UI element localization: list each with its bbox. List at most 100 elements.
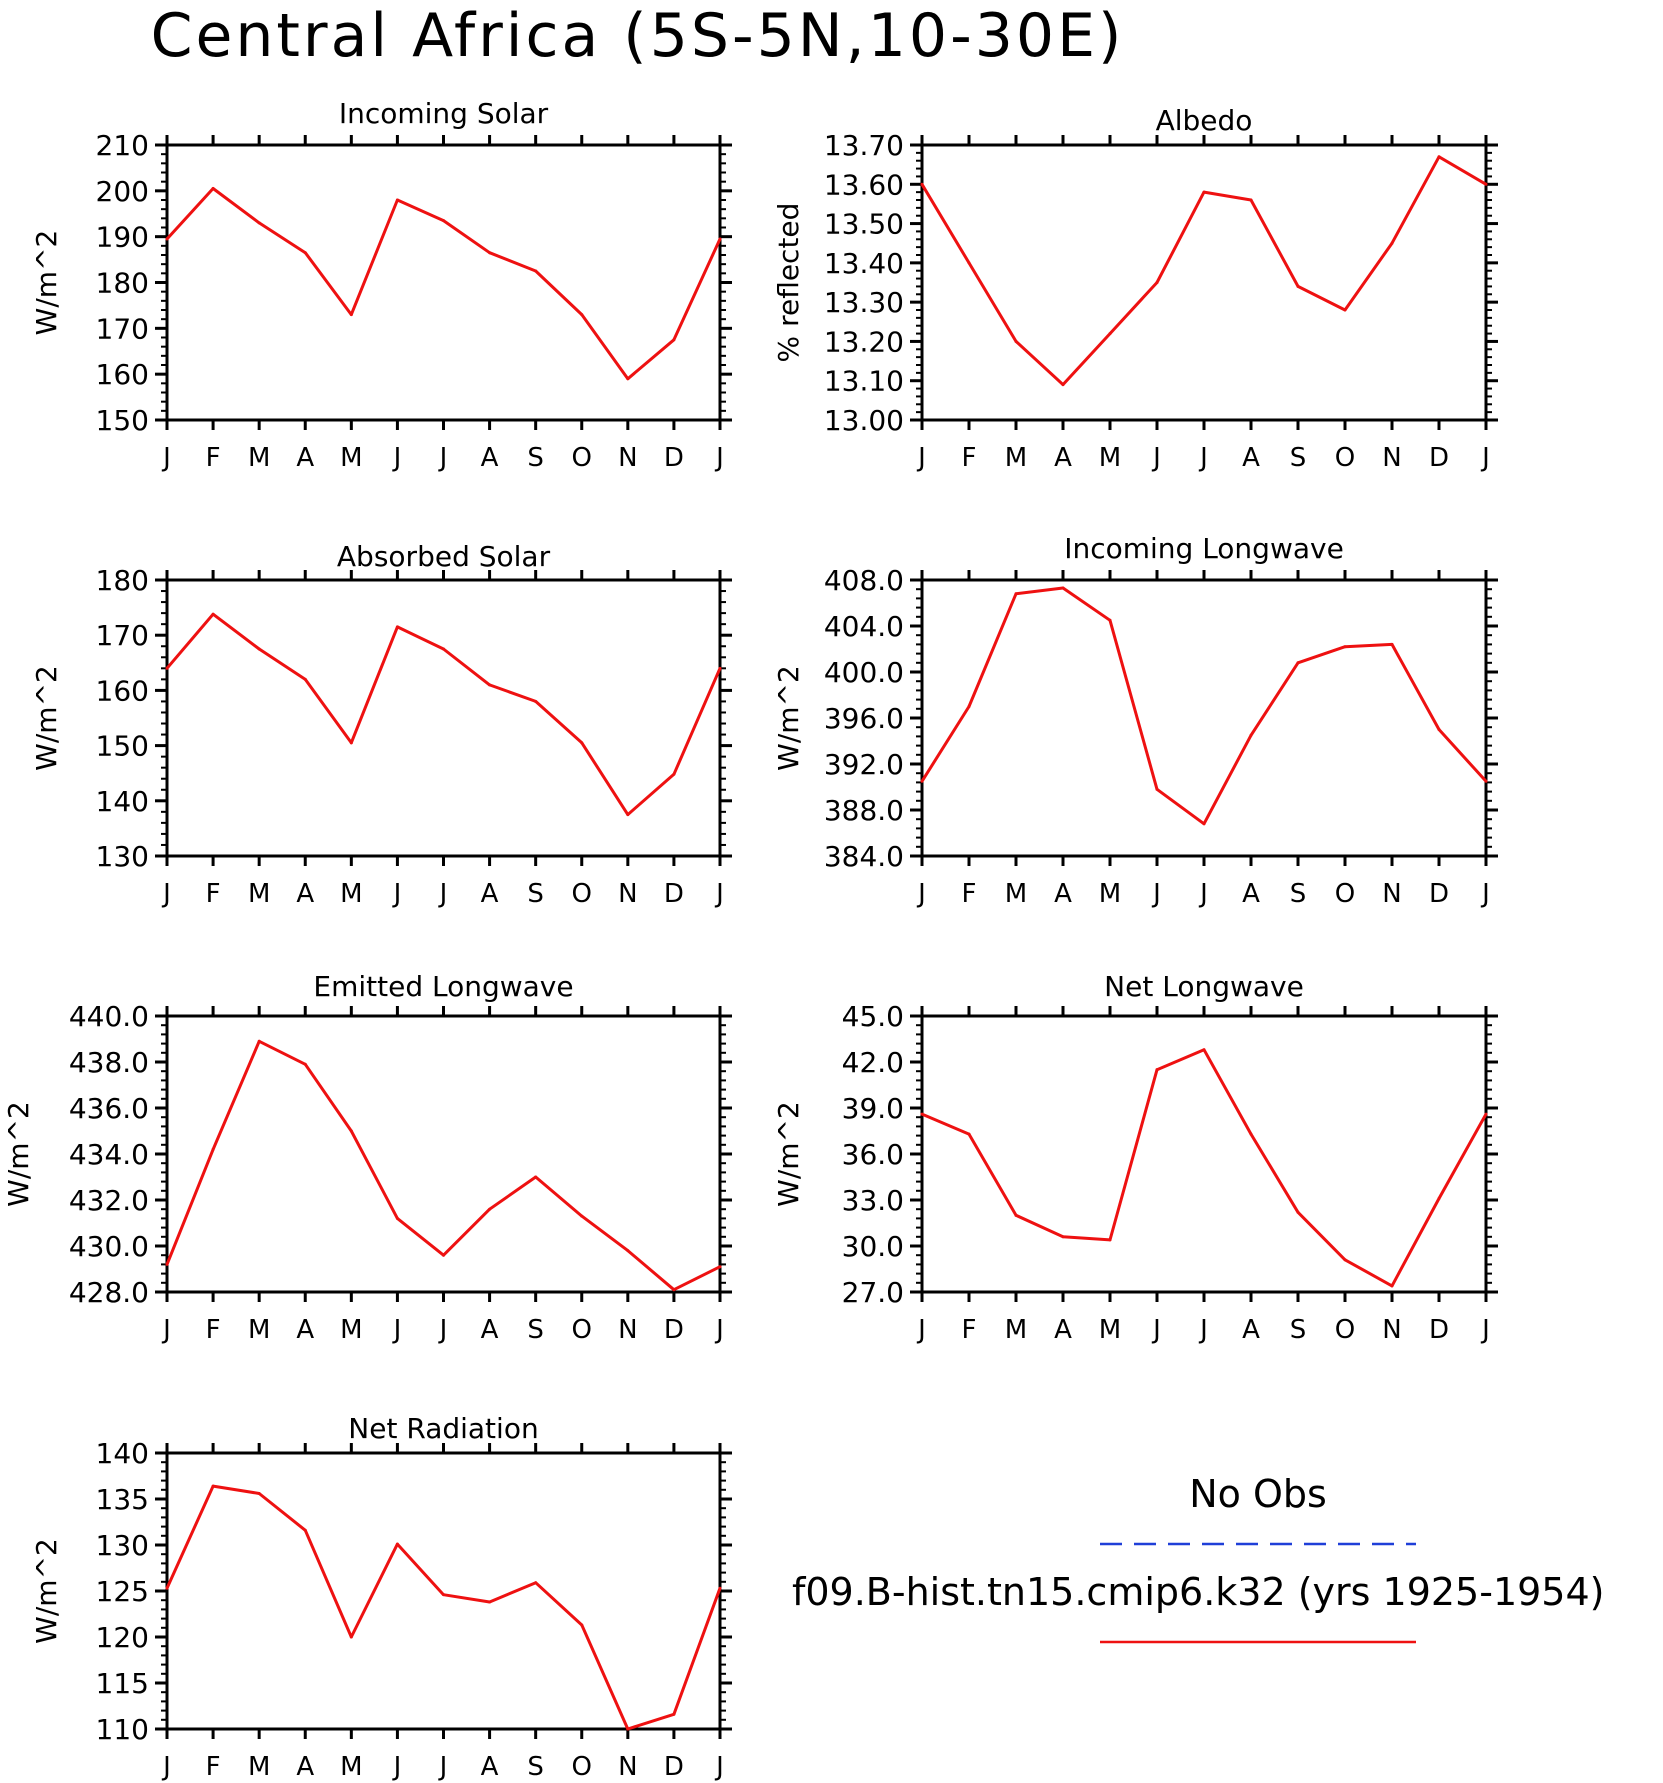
x-tick-label: A <box>481 443 499 473</box>
x-tick-label: F <box>206 1315 221 1345</box>
data-point <box>1202 190 1206 194</box>
x-tick-label: A <box>296 1752 314 1782</box>
y-axis-label: W/m^2 <box>772 665 805 771</box>
data-point <box>442 1593 445 1597</box>
data-point <box>257 1039 261 1043</box>
data-point <box>1108 332 1112 336</box>
y-tick-label: 160 <box>96 674 149 707</box>
x-tick-label: S <box>527 1315 544 1345</box>
x-tick-label: N <box>618 1752 637 1782</box>
data-point <box>442 1253 445 1257</box>
y-tick-label: 115 <box>96 1667 149 1700</box>
data-point <box>303 251 307 255</box>
data-point <box>395 198 399 202</box>
x-tick-label: J <box>1198 1315 1208 1345</box>
data-point <box>442 219 445 223</box>
y-axis-label: W/m^2 <box>30 1538 63 1644</box>
x-tick-label: J <box>392 1315 402 1345</box>
x-tick-label: D <box>664 879 684 909</box>
panel-title: Albedo <box>1156 104 1253 137</box>
x-tick-label: D <box>1429 1315 1449 1345</box>
x-tick-label: M <box>248 443 270 473</box>
x-tick-label: M <box>248 879 270 909</box>
x-tick-label: M <box>248 1315 270 1345</box>
y-tick-label: 404.0 <box>824 610 904 643</box>
data-point <box>1061 1235 1065 1239</box>
y-tick-label: 140 <box>96 1437 149 1470</box>
data-point <box>442 647 445 651</box>
panel-title: Incoming Longwave <box>1064 532 1344 565</box>
data-point <box>395 1542 399 1546</box>
data-point <box>165 237 169 241</box>
x-tick-label: J <box>392 879 402 909</box>
data-point <box>534 1175 538 1179</box>
y-tick-label: 130 <box>96 840 149 873</box>
y-tick-label: 190 <box>96 221 149 254</box>
x-tick-label: J <box>161 1752 171 1782</box>
plot-frame <box>165 578 722 858</box>
data-point <box>920 779 924 783</box>
x-tick-label: S <box>1290 879 1307 909</box>
x-tick-label: N <box>1382 443 1401 473</box>
data-point <box>211 612 215 616</box>
data-point <box>920 1112 924 1116</box>
x-tick-label: S <box>1290 443 1307 473</box>
data-point <box>1343 308 1347 312</box>
plot-frame <box>920 578 1488 858</box>
x-tick-label: A <box>296 443 314 473</box>
y-tick-label: 434.0 <box>69 1138 149 1171</box>
x-tick-label: J <box>1480 879 1490 909</box>
x-tick-label: J <box>916 1315 926 1345</box>
x-tick-label: J <box>1198 443 1208 473</box>
x-tick-label: J <box>714 879 724 909</box>
data-point <box>1437 155 1441 159</box>
x-tick-label: M <box>340 1752 362 1782</box>
series-line <box>165 612 722 817</box>
x-tick-label: N <box>618 1315 637 1345</box>
x-tick-label: M <box>1099 443 1121 473</box>
data-point <box>1390 1284 1394 1288</box>
data-point <box>488 683 492 687</box>
data-point <box>257 1491 261 1495</box>
data-point <box>1014 1213 1018 1217</box>
data-point <box>1249 733 1253 737</box>
data-point <box>1296 661 1300 665</box>
x-tick-label: O <box>1335 443 1355 473</box>
y-tick-label: 13.00 <box>824 404 904 437</box>
x-tick-label: D <box>664 443 684 473</box>
chart-panel-1: J F M A M J J A S O N D J150160170180190200210Incomi… <box>30 97 732 473</box>
panel-title: Incoming Solar <box>339 97 549 130</box>
x-tick-label: S <box>1290 1315 1307 1345</box>
data-point <box>967 261 971 265</box>
x-tick-label: M <box>1005 443 1027 473</box>
panel-title: Net Longwave <box>1104 970 1304 1003</box>
data-point <box>718 666 722 670</box>
legend-model-label: f09.B-hist.tn15.cmip6.k32 (yrs 1925-1954… <box>792 1570 1605 1614</box>
x-tick-label: O <box>572 443 592 473</box>
x-tick-label: N <box>618 443 637 473</box>
data-point <box>1155 787 1159 791</box>
series-line <box>165 1484 722 1731</box>
x-tick-label: J <box>1151 1315 1161 1345</box>
x-tick-label: A <box>1054 1315 1072 1345</box>
plot-frame <box>920 1014 1488 1294</box>
data-point <box>1014 339 1018 343</box>
y-axis-label: W/m^2 <box>30 665 63 771</box>
data-point <box>211 1484 215 1488</box>
data-point <box>1296 284 1300 288</box>
x-tick-label: M <box>340 879 362 909</box>
y-tick-label: 400.0 <box>824 656 904 689</box>
data-point <box>1061 586 1065 590</box>
x-tick-label: O <box>572 1752 592 1782</box>
x-tick-label: J <box>438 879 448 909</box>
x-tick-label: J <box>916 443 926 473</box>
x-tick-label: F <box>206 1752 221 1782</box>
data-point <box>488 251 492 255</box>
y-tick-label: 36.0 <box>842 1138 904 1171</box>
x-tick-label: A <box>1242 443 1260 473</box>
data-point <box>672 772 676 776</box>
data-point <box>165 1262 169 1266</box>
data-point <box>672 1288 676 1292</box>
y-tick-label: 160 <box>96 358 149 391</box>
